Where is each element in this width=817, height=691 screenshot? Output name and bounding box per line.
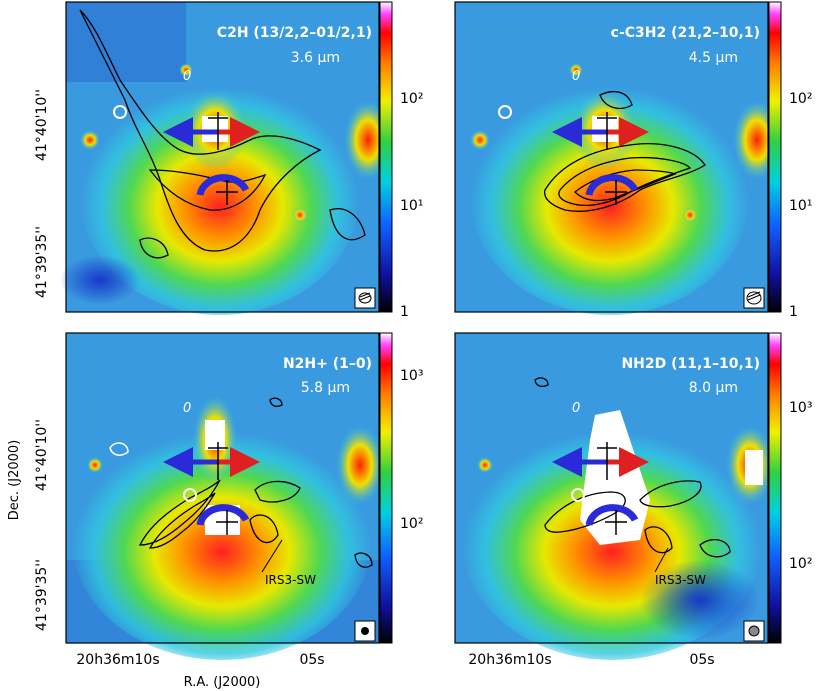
panel-3-colorbar: [379, 332, 393, 644]
panel-3-zero-label: 0: [183, 401, 191, 416]
dec-tick-top-2: 41°39'35'': [34, 226, 50, 298]
panel-2-molecule: c-C3H2 (21,2–10,1): [611, 25, 760, 41]
panel-2-cbar-tick: 1: [789, 304, 798, 320]
panel-1-cbar-tick: 10¹: [400, 198, 423, 214]
y-axis-label: Dec. (J2000): [7, 440, 22, 520]
panel-1-colorbar: [379, 1, 393, 313]
panel-4: NH2D (11,1–10,1) 8.0 μm 0 IRS3-SW 10³ 10…: [454, 332, 812, 660]
panel-2-colorbar: [768, 1, 782, 313]
dec-tick-bottom-1: 41°40'10'': [34, 419, 50, 491]
panel-3-molecule: N2H+ (1–0): [283, 356, 372, 372]
ra-tick-right-1: 20h36m10s: [468, 652, 551, 668]
panel-3: N2H+ (1–0) 5.8 μm 0 IRS3-SW 10³ 10²: [65, 332, 423, 660]
ra-tick-left-1: 20h36m10s: [76, 652, 159, 668]
panel-2-wavelength: 4.5 μm: [689, 50, 738, 66]
ra-tick-left-2: 05s: [299, 652, 324, 668]
panel-4-source-label: IRS3-SW: [655, 573, 706, 587]
panel-1-cbar-tick: 10²: [400, 91, 423, 107]
panel-3-wavelength: 5.8 μm: [301, 380, 350, 396]
ra-tick-right-2: 05s: [689, 652, 714, 668]
panel-3-source-label: IRS3-SW: [265, 573, 316, 587]
panel-3-cbar-tick: 10²: [400, 516, 423, 532]
panel-1-zero-label: 0: [183, 69, 191, 84]
panel-2-zero-label: 0: [572, 69, 580, 84]
panel-4-molecule: NH2D (11,1–10,1): [621, 356, 760, 372]
dec-tick-top-1: 41°40'10'': [34, 89, 50, 161]
panel-4-wavelength: 8.0 μm: [689, 380, 738, 396]
panel-2: c-C3H2 (21,2–10,1) 4.5 μm 0 10² 10¹ 1: [454, 1, 812, 320]
panel-4-cbar-tick: 10²: [789, 556, 812, 572]
panel-2-cbar-tick: 10²: [789, 91, 812, 107]
panel-4-zero-label: 0: [572, 401, 580, 416]
panel-1-cbar-tick: 1: [400, 304, 409, 320]
panel-4-colorbar: [768, 332, 782, 644]
panel-1-wavelength: 3.6 μm: [291, 50, 340, 66]
panel-3-cbar-tick: 10³: [400, 368, 423, 384]
dec-tick-bottom-2: 41°39'35'': [34, 559, 50, 631]
panel-1-molecule: C2H (13/2,2–01/2,1): [217, 25, 372, 41]
x-axis-label: R.A. (J2000): [184, 675, 261, 690]
panel-4-cbar-tick: 10³: [789, 400, 812, 416]
panel-2-cbar-tick: 10¹: [789, 198, 812, 214]
panel-1: C2H (13/2,2–01/2,1) 3.6 μm 0 10² 10¹ 1: [60, 1, 423, 320]
